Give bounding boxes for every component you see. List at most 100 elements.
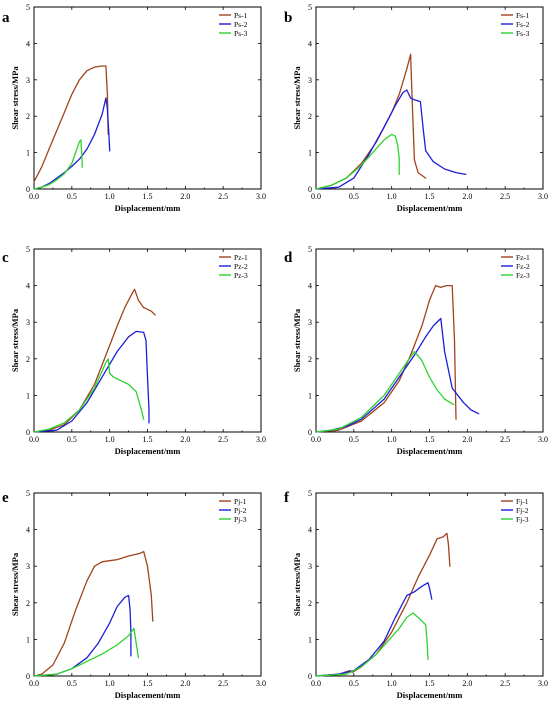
x-tick-label: 1.0 xyxy=(387,435,397,444)
series-line-Fs-3 xyxy=(315,133,400,190)
y-tick-label: 2 xyxy=(26,599,30,608)
y-tick-label: 5 xyxy=(26,245,30,254)
series-line-Pz-1 xyxy=(33,288,156,433)
x-tick-label: 3.0 xyxy=(256,679,266,688)
y-tick-label: 4 xyxy=(308,526,312,535)
x-tick-label: 1.0 xyxy=(105,435,115,444)
legend-label: Fj-2 xyxy=(516,506,529,515)
chart-panel-a: 0.0 0.5 1.0 1.5 2.0 2.5 3.0 0 1 2 3 4 5 Displacement/… xyxy=(2,3,266,213)
y-tick-label: 1 xyxy=(26,149,30,158)
x-tick-label: 0.5 xyxy=(349,679,359,688)
panel-letter: b xyxy=(284,10,292,26)
series-line-Pz-2 xyxy=(33,330,150,433)
y-tick-label: 3 xyxy=(308,318,312,327)
x-tick-label: 2.5 xyxy=(218,192,228,201)
x-tick-label: 0.0 xyxy=(29,679,39,688)
chart-panel-c: 0.0 0.5 1.0 1.5 2.0 2.5 3.0 0 1 2 3 4 5 Displacement/… xyxy=(2,245,266,456)
plot-frame xyxy=(315,6,544,190)
x-axis-title: Displacement/mm xyxy=(397,690,463,700)
legend-label: Ps-3 xyxy=(234,29,248,38)
series-line-Fj-1 xyxy=(315,532,451,677)
series-line-Pj-3 xyxy=(33,627,140,677)
x-tick-label: 2.5 xyxy=(218,679,228,688)
x-tick-label: 2.5 xyxy=(218,435,228,444)
chart-panel-e: 0.0 0.5 1.0 1.5 2.0 2.5 3.0 0 1 2 3 4 5 Displacement/… xyxy=(2,489,266,700)
x-tick-label: 2.0 xyxy=(462,192,472,201)
x-axis-title: Displacement/mm xyxy=(115,203,181,213)
plot-frame xyxy=(33,492,262,677)
y-tick-label: 2 xyxy=(26,355,30,364)
legend-label: Pz-1 xyxy=(234,253,248,262)
panel-letter: d xyxy=(284,250,293,266)
legend-label: Fz-3 xyxy=(516,271,530,280)
x-tick-label: 2.0 xyxy=(180,679,190,688)
chart-panel-d: 0.0 0.5 1.0 1.5 2.0 2.5 3.0 0 1 2 3 4 5 Displacement/… xyxy=(284,245,548,456)
x-tick-label: 2.0 xyxy=(462,435,472,444)
x-tick-label: 2.5 xyxy=(500,435,510,444)
series-line-Pz-3 xyxy=(33,358,145,433)
y-tick-label: 5 xyxy=(308,245,312,254)
y-tick-label: 1 xyxy=(308,149,312,158)
x-tick-label: 3.0 xyxy=(256,192,266,201)
y-tick-label: 1 xyxy=(308,391,312,400)
y-tick-label: 3 xyxy=(26,76,30,85)
x-tick-label: 1.0 xyxy=(387,679,397,688)
y-tick-label: 5 xyxy=(308,489,312,498)
y-tick-label: 2 xyxy=(308,599,312,608)
legend-label: Fs-3 xyxy=(516,29,530,38)
x-tick-label: 0.5 xyxy=(67,435,77,444)
y-tick-label: 0 xyxy=(26,672,30,681)
x-tick-label: 2.5 xyxy=(500,192,510,201)
chart-panel-b: 0.0 0.5 1.0 1.5 2.0 2.5 3.0 0 1 2 3 4 5 Displacement/… xyxy=(284,3,548,213)
series-line-Fz-2 xyxy=(315,317,480,433)
x-tick-label: 2.0 xyxy=(180,192,190,201)
legend-label: Pj-1 xyxy=(234,497,247,506)
legend-label: Pj-3 xyxy=(234,515,247,524)
plot-frame xyxy=(315,248,544,433)
legend-label: Fz-1 xyxy=(516,253,530,262)
plot-frame xyxy=(315,492,544,677)
y-tick-label: 1 xyxy=(26,391,30,400)
x-tick-label: 0.0 xyxy=(311,435,321,444)
legend-label: Fj-3 xyxy=(516,515,529,524)
y-tick-label: 3 xyxy=(26,562,30,571)
chart-panel-f: 0.0 0.5 1.0 1.5 2.0 2.5 3.0 0 1 2 3 4 5 Displacement/… xyxy=(284,489,548,700)
legend-label: Pz-2 xyxy=(234,262,248,271)
legend-label: Pz-3 xyxy=(234,271,248,280)
x-tick-label: 2.0 xyxy=(180,435,190,444)
y-tick-label: 0 xyxy=(308,185,312,194)
legend-label: Fz-2 xyxy=(516,262,530,271)
series-line-Pj-1 xyxy=(33,550,154,677)
y-axis-title: Shear stress/MPa xyxy=(292,66,302,130)
x-tick-label: 1.5 xyxy=(143,679,153,688)
y-tick-label: 5 xyxy=(26,489,30,498)
x-tick-label: 0.0 xyxy=(311,679,321,688)
panel-letter: c xyxy=(2,250,9,266)
plot-frame xyxy=(33,6,262,190)
y-tick-label: 2 xyxy=(308,112,312,121)
y-tick-label: 2 xyxy=(26,112,30,121)
x-axis-title: Displacement/mm xyxy=(115,690,181,700)
y-tick-label: 4 xyxy=(26,526,30,535)
x-tick-label: 1.5 xyxy=(425,192,435,201)
y-tick-label: 3 xyxy=(26,318,30,327)
series-line-Ps-3 xyxy=(33,139,84,190)
y-tick-label: 4 xyxy=(308,282,312,291)
y-tick-label: 5 xyxy=(26,3,30,12)
panel-letter: e xyxy=(2,490,9,506)
series-line-Fz-3 xyxy=(315,350,455,433)
panel-letter: f xyxy=(284,490,290,506)
series-line-Fj-2 xyxy=(315,582,433,677)
y-axis-title: Shear stress/MPa xyxy=(292,552,302,616)
x-tick-label: 3.0 xyxy=(538,192,548,201)
series-line-Fs-2 xyxy=(315,89,467,190)
series-line-Ps-1 xyxy=(33,65,109,183)
x-tick-label: 0.5 xyxy=(67,192,77,201)
y-tick-label: 3 xyxy=(308,562,312,571)
y-tick-label: 0 xyxy=(308,672,312,681)
legend-label: Fs-2 xyxy=(516,20,530,29)
y-tick-label: 2 xyxy=(308,355,312,364)
x-tick-label: 3.0 xyxy=(538,435,548,444)
